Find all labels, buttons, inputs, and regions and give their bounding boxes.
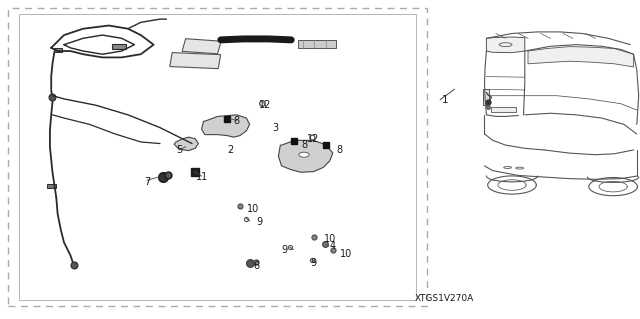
Polygon shape	[528, 47, 634, 67]
Text: XTGS1V270A: XTGS1V270A	[415, 294, 474, 303]
Text: 12: 12	[307, 134, 320, 144]
Text: 9: 9	[256, 217, 262, 227]
Bar	[491, 107, 516, 112]
Polygon shape	[202, 115, 250, 137]
Circle shape	[299, 152, 309, 157]
Bar	[483, 89, 489, 105]
Text: 9: 9	[282, 245, 288, 256]
Text: 8: 8	[336, 145, 342, 155]
Text: 8: 8	[234, 116, 240, 126]
Bar	[47, 184, 56, 188]
Text: 10: 10	[339, 249, 352, 259]
Bar	[8, 8, 427, 306]
Text: 5: 5	[176, 145, 182, 155]
Text: 12: 12	[259, 100, 272, 110]
Text: 11: 11	[195, 172, 208, 182]
Polygon shape	[486, 37, 525, 53]
Text: 3: 3	[272, 122, 278, 133]
Bar	[54, 48, 62, 52]
Text: 1: 1	[442, 95, 448, 106]
Text: 7: 7	[144, 177, 150, 187]
Text: 10: 10	[323, 234, 336, 244]
Bar	[170, 53, 221, 69]
Text: 9: 9	[310, 258, 317, 268]
Text: 10: 10	[246, 204, 259, 214]
Polygon shape	[278, 140, 333, 172]
Bar	[182, 39, 221, 54]
Text: 8: 8	[301, 140, 307, 150]
Text: 6: 6	[253, 261, 259, 271]
Text: 2: 2	[227, 145, 234, 155]
Bar	[112, 44, 126, 49]
Text: 4: 4	[330, 241, 336, 251]
Polygon shape	[174, 137, 198, 151]
Bar	[19, 14, 416, 300]
Bar	[298, 40, 336, 48]
